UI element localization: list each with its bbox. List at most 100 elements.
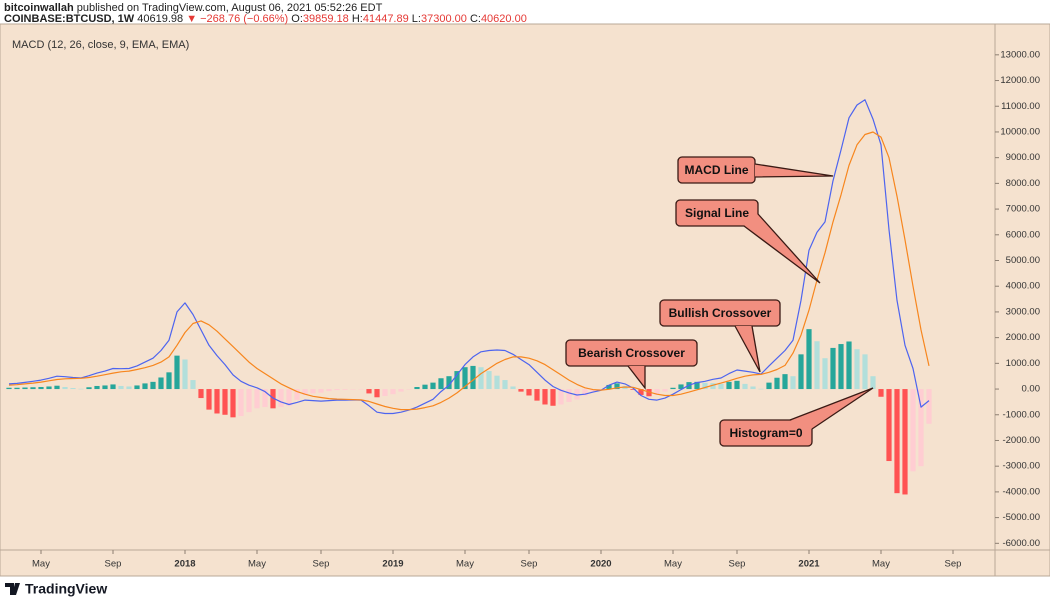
histogram-bar: [822, 358, 828, 390]
histogram-bar: [334, 389, 340, 391]
histogram-bar: [358, 389, 364, 390]
callout-label: Bullish Crossover: [669, 306, 772, 320]
callout-box: [675, 199, 759, 227]
histogram-bar: [342, 389, 348, 390]
x-tick-label: 2018: [174, 559, 195, 570]
histogram-bar: [798, 354, 804, 390]
histogram-bar: [742, 383, 748, 390]
histogram-bar: [830, 347, 836, 390]
histogram-bar: [702, 382, 708, 390]
callout-label: MACD Line: [685, 163, 749, 177]
histogram-bar: [630, 389, 636, 390]
histogram-bar: [558, 389, 564, 405]
histogram-bar: [406, 389, 412, 390]
histogram-bar: [70, 388, 76, 390]
histogram-bar: [318, 389, 324, 393]
histogram-bar: [902, 389, 908, 495]
histogram-bar: [262, 389, 268, 408]
indicator-legend: MACD (12, 26, close, 9, EMA, EMA): [12, 39, 189, 51]
y-tick-label: -5000.00: [1002, 512, 1040, 523]
histogram-bar: [654, 389, 660, 395]
histogram-bar: [694, 381, 700, 390]
histogram-bar: [638, 389, 644, 395]
histogram-bar: [30, 387, 36, 390]
indicator-line: [8, 99, 930, 415]
histogram-bar: [926, 389, 932, 424]
brand-name: TradingView: [25, 581, 107, 597]
x-tick-label: Sep: [105, 559, 122, 570]
callout: Bearish Crossover: [565, 339, 698, 390]
histogram-bar: [670, 387, 676, 390]
histogram-bar: [502, 380, 508, 390]
ohlc-h-value: 41447.89: [363, 13, 409, 25]
histogram-bar: [494, 375, 500, 390]
x-tick-label: May: [456, 559, 474, 570]
ohlc-c-value: 40620.00: [481, 13, 527, 25]
x-tick-label: Sep: [729, 559, 746, 570]
histogram-bar: [286, 389, 292, 406]
histogram-bar: [790, 376, 796, 390]
callout: MACD Line: [677, 156, 834, 184]
histogram-bar: [94, 385, 100, 390]
histogram-bar: [614, 383, 620, 390]
x-tick-label: 2019: [382, 559, 403, 570]
price-change: ▼ −268.76 (−0.66%): [186, 13, 288, 25]
y-tick-label: 4000.00: [1006, 281, 1040, 292]
y-tick-label: -3000.00: [1002, 461, 1040, 472]
histogram-bar: [726, 381, 732, 390]
callout-label: Bearish Crossover: [578, 346, 685, 360]
histogram-bar: [574, 389, 580, 400]
histogram-bar: [542, 389, 548, 405]
histogram-bar: [254, 389, 260, 409]
histogram-bar: [398, 389, 404, 392]
histogram-bar: [230, 389, 236, 418]
histogram-bar: [534, 389, 540, 401]
y-tick-label: 10000.00: [1000, 126, 1040, 137]
callout: Signal Line: [675, 199, 821, 284]
histogram-bar: [110, 384, 116, 390]
callout-box: [659, 299, 781, 327]
histogram-bar: [734, 380, 740, 390]
y-tick-label: -6000.00: [1002, 538, 1040, 549]
histogram-bar: [598, 389, 604, 390]
histogram-bar: [870, 376, 876, 390]
histogram-bar: [182, 359, 188, 390]
histogram-bar: [846, 341, 852, 390]
x-tick-label: May: [32, 559, 50, 570]
y-tick-label: -4000.00: [1002, 486, 1040, 497]
histogram-bar: [46, 386, 52, 390]
histogram-bar: [718, 383, 724, 390]
ohlc-o-label: O:: [291, 13, 303, 25]
y-tick-label: 2000.00: [1006, 332, 1040, 343]
publish-line: bitcoinwallah published on TradingView.c…: [4, 2, 383, 14]
x-tick-label: Sep: [945, 559, 962, 570]
callout-label: Histogram=0: [729, 426, 802, 440]
histogram-bar: [838, 344, 844, 390]
histogram-bar: [190, 380, 196, 390]
plot-area: [6, 99, 932, 495]
published-text: published on TradingView.com, August 06,…: [77, 2, 383, 14]
histogram-bar: [198, 389, 204, 399]
x-tick-label: Sep: [313, 559, 330, 570]
histogram-bar: [774, 377, 780, 390]
x-tick-label: May: [664, 559, 682, 570]
histogram-bar: [38, 386, 44, 390]
histogram-bar: [302, 389, 308, 395]
histogram-bar: [710, 383, 716, 390]
ohlc-l-label: L:: [412, 13, 421, 25]
callout-pointer-edge: [734, 325, 761, 373]
histogram-bar: [166, 372, 172, 390]
y-tick-label: 13000.00: [1000, 49, 1040, 60]
histogram-bar: [6, 387, 12, 390]
histogram-bar: [510, 386, 516, 390]
indicator-line: [8, 131, 930, 411]
histogram-bar: [662, 389, 668, 392]
callout-box: [719, 419, 813, 447]
histogram-bar: [782, 374, 788, 390]
histogram-bar: [550, 389, 556, 406]
histogram-bar: [214, 389, 220, 414]
callout-pointer-edge: [627, 365, 646, 390]
histogram-bar: [814, 341, 820, 390]
